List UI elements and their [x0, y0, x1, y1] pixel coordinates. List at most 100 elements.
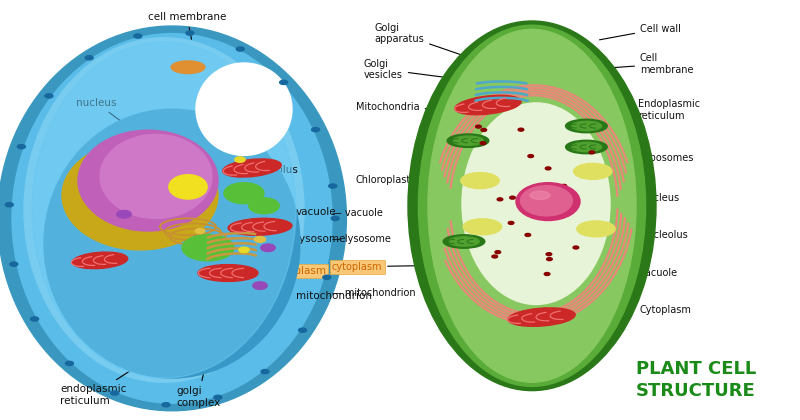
Ellipse shape: [480, 142, 486, 144]
Text: endoplasmic
reticulum: endoplasmic reticulum: [60, 371, 130, 406]
Ellipse shape: [30, 317, 38, 321]
Text: Cell
membrane: Cell membrane: [598, 53, 694, 75]
Text: Golgi
vesicles: Golgi vesicles: [364, 58, 462, 80]
Ellipse shape: [546, 257, 552, 260]
Ellipse shape: [10, 262, 18, 266]
Ellipse shape: [134, 34, 142, 38]
Ellipse shape: [461, 173, 499, 189]
Ellipse shape: [481, 129, 486, 131]
Ellipse shape: [72, 252, 128, 269]
Ellipse shape: [298, 328, 306, 332]
Text: cytoplasm: cytoplasm: [332, 262, 434, 272]
Ellipse shape: [261, 370, 269, 374]
Text: — mitochondrion: — mitochondrion: [332, 288, 416, 298]
Ellipse shape: [236, 47, 244, 51]
Ellipse shape: [573, 246, 578, 249]
Ellipse shape: [280, 80, 288, 84]
Ellipse shape: [100, 134, 212, 218]
Ellipse shape: [44, 109, 300, 378]
Text: — lysosome: — lysosome: [332, 234, 391, 244]
Ellipse shape: [476, 125, 482, 128]
Ellipse shape: [224, 183, 264, 204]
Ellipse shape: [516, 183, 580, 220]
Ellipse shape: [408, 21, 656, 391]
Ellipse shape: [261, 244, 275, 252]
Ellipse shape: [66, 361, 74, 365]
Ellipse shape: [45, 94, 53, 98]
Ellipse shape: [85, 56, 93, 60]
Text: golgi
complex: golgi complex: [176, 374, 220, 408]
Ellipse shape: [171, 61, 205, 74]
Ellipse shape: [249, 198, 279, 214]
Ellipse shape: [492, 255, 498, 258]
Ellipse shape: [182, 235, 234, 261]
Ellipse shape: [254, 236, 266, 242]
Ellipse shape: [62, 141, 218, 250]
Text: PLANT CELL
STRUCTURE: PLANT CELL STRUCTURE: [636, 360, 756, 400]
Ellipse shape: [566, 119, 607, 133]
Ellipse shape: [571, 121, 602, 131]
Ellipse shape: [463, 219, 502, 235]
Ellipse shape: [12, 34, 332, 403]
Ellipse shape: [495, 251, 501, 254]
Ellipse shape: [546, 253, 552, 256]
Text: Cell wall: Cell wall: [599, 24, 681, 40]
Ellipse shape: [428, 29, 636, 382]
Text: Endoplasmic
reticulum: Endoplasmic reticulum: [596, 99, 701, 126]
Ellipse shape: [418, 25, 646, 386]
Text: lysosome: lysosome: [238, 229, 346, 244]
Text: Vacuole: Vacuole: [593, 263, 678, 278]
Ellipse shape: [222, 159, 282, 177]
Ellipse shape: [530, 191, 550, 199]
Ellipse shape: [508, 221, 514, 224]
Text: Nucleus: Nucleus: [574, 193, 679, 203]
Ellipse shape: [238, 247, 250, 253]
Text: vacuole: vacuole: [238, 204, 337, 217]
Ellipse shape: [18, 144, 26, 149]
Text: Nucleolus: Nucleolus: [570, 225, 688, 240]
Ellipse shape: [253, 282, 267, 289]
Ellipse shape: [443, 235, 485, 248]
Ellipse shape: [117, 210, 131, 218]
Ellipse shape: [6, 202, 14, 207]
Ellipse shape: [521, 186, 573, 216]
Ellipse shape: [544, 273, 550, 276]
Ellipse shape: [228, 218, 292, 235]
Ellipse shape: [574, 163, 612, 179]
Text: — vacuole: — vacuole: [332, 208, 383, 218]
Ellipse shape: [162, 403, 170, 407]
Ellipse shape: [566, 140, 607, 154]
Ellipse shape: [0, 26, 346, 411]
Ellipse shape: [528, 155, 534, 158]
Ellipse shape: [235, 157, 245, 163]
Ellipse shape: [24, 38, 304, 382]
Ellipse shape: [546, 167, 551, 170]
Ellipse shape: [198, 265, 258, 281]
Text: nucleolus: nucleolus: [178, 165, 298, 178]
Ellipse shape: [110, 391, 118, 395]
Ellipse shape: [196, 63, 292, 155]
Ellipse shape: [331, 216, 339, 221]
Ellipse shape: [329, 184, 337, 188]
Text: nucleus: nucleus: [76, 98, 134, 131]
Ellipse shape: [169, 175, 207, 199]
Text: Chloroplast: Chloroplast: [356, 175, 450, 185]
Ellipse shape: [214, 395, 222, 399]
Ellipse shape: [311, 128, 319, 132]
Ellipse shape: [455, 95, 521, 115]
Ellipse shape: [449, 237, 479, 246]
Ellipse shape: [561, 184, 566, 187]
Ellipse shape: [589, 151, 594, 154]
Text: Ribosomes: Ribosomes: [596, 153, 694, 163]
Ellipse shape: [447, 134, 489, 147]
Ellipse shape: [78, 130, 218, 231]
Ellipse shape: [462, 103, 610, 304]
Ellipse shape: [323, 275, 331, 279]
Text: Mitochondria: Mitochondria: [356, 102, 458, 112]
Ellipse shape: [577, 221, 615, 237]
Text: cell membrane: cell membrane: [148, 12, 226, 39]
Ellipse shape: [195, 228, 205, 234]
Ellipse shape: [518, 128, 524, 131]
Text: mitochondrion: mitochondrion: [238, 290, 372, 301]
Text: cytoplasm: cytoplasm: [214, 265, 326, 276]
